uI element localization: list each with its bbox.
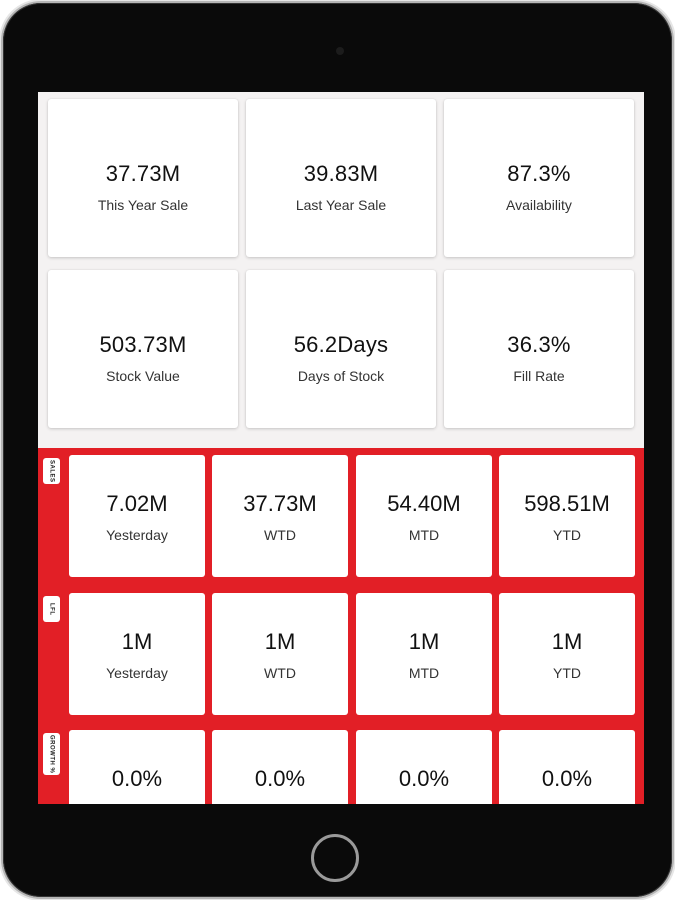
front-camera xyxy=(336,47,344,55)
growth-card-yesterday[interactable]: 0.0% xyxy=(69,730,205,804)
metric-value: 7.02M xyxy=(106,491,168,516)
metric-value: 1M xyxy=(408,629,440,654)
sales-card-yesterday[interactable]: 7.02M Yesterday xyxy=(69,455,205,577)
kpi-label: Fill Rate xyxy=(513,368,565,384)
sales-card-mtd[interactable]: 54.40M MTD xyxy=(356,455,492,577)
section-tag-sales: SALES xyxy=(43,458,60,484)
metric-value: 0.0% xyxy=(398,766,450,791)
kpi-value: 37.73M xyxy=(105,161,181,186)
section-tag-growth: GROWTH % xyxy=(43,733,60,775)
metric-label: YTD xyxy=(553,665,581,681)
growth-card-ytd[interactable]: 0.0% xyxy=(499,730,635,804)
section-tag-lfl: LFL xyxy=(43,596,60,622)
metric-value: 598.51M xyxy=(524,491,610,516)
metric-value: 37.73M xyxy=(243,491,317,516)
kpi-value: 39.83M xyxy=(303,161,379,186)
metric-value: 0.0% xyxy=(254,766,306,791)
lfl-card-yesterday[interactable]: 1M Yesterday xyxy=(69,593,205,715)
kpi-label: This Year Sale xyxy=(97,197,189,213)
metric-label: Yesterday xyxy=(106,527,168,543)
lfl-card-mtd[interactable]: 1M MTD xyxy=(356,593,492,715)
period-metrics-panel: SALES 7.02M Yesterday 37.73M WTD 54.40M … xyxy=(38,448,644,804)
kpi-card-fill-rate[interactable]: 36.3% Fill Rate xyxy=(444,270,634,428)
tablet-frame: 37.73M This Year Sale 39.83M Last Year S… xyxy=(3,3,672,897)
metric-label: MTD xyxy=(408,665,440,681)
section-tag-label: LFL xyxy=(48,602,55,616)
kpi-card-days-of-stock[interactable]: 56.2Days Days of Stock xyxy=(246,270,436,428)
home-button[interactable] xyxy=(311,834,359,882)
metric-value: 0.0% xyxy=(111,766,163,791)
section-tag-label: SALES xyxy=(48,459,55,483)
kpi-card-this-year-sale[interactable]: 37.73M This Year Sale xyxy=(48,99,238,257)
kpi-value: 56.2Days xyxy=(293,332,389,357)
metric-value: 0.0% xyxy=(541,766,593,791)
metric-label: WTD xyxy=(264,527,296,543)
kpi-label: Availability xyxy=(506,197,572,213)
sales-card-ytd[interactable]: 598.51M YTD xyxy=(499,455,635,577)
kpi-label: Last Year Sale xyxy=(295,197,387,213)
metric-value: 54.40M xyxy=(387,491,461,516)
lfl-card-ytd[interactable]: 1M YTD xyxy=(499,593,635,715)
metric-value: 1M xyxy=(121,629,153,654)
metric-label: WTD xyxy=(264,665,296,681)
kpi-summary-grid: 37.73M This Year Sale 39.83M Last Year S… xyxy=(38,92,644,447)
section-tag-label: GROWTH % xyxy=(48,734,55,774)
metric-value: 1M xyxy=(551,629,583,654)
lfl-card-wtd[interactable]: 1M WTD xyxy=(212,593,348,715)
metric-label: YTD xyxy=(553,527,581,543)
kpi-label: Stock Value xyxy=(106,368,180,384)
app-screen: 37.73M This Year Sale 39.83M Last Year S… xyxy=(38,92,644,804)
kpi-card-stock-value[interactable]: 503.73M Stock Value xyxy=(48,270,238,428)
growth-card-mtd[interactable]: 0.0% xyxy=(356,730,492,804)
metric-label: MTD xyxy=(408,527,440,543)
metric-value: 1M xyxy=(264,629,296,654)
metric-label: Yesterday xyxy=(106,665,168,681)
kpi-value: 87.3% xyxy=(507,161,571,186)
sales-card-wtd[interactable]: 37.73M WTD xyxy=(212,455,348,577)
kpi-card-availability[interactable]: 87.3% Availability xyxy=(444,99,634,257)
kpi-card-last-year-sale[interactable]: 39.83M Last Year Sale xyxy=(246,99,436,257)
kpi-label: Days of Stock xyxy=(297,368,385,384)
kpi-value: 36.3% xyxy=(507,332,571,357)
growth-card-wtd[interactable]: 0.0% xyxy=(212,730,348,804)
kpi-value: 503.73M xyxy=(99,332,187,357)
